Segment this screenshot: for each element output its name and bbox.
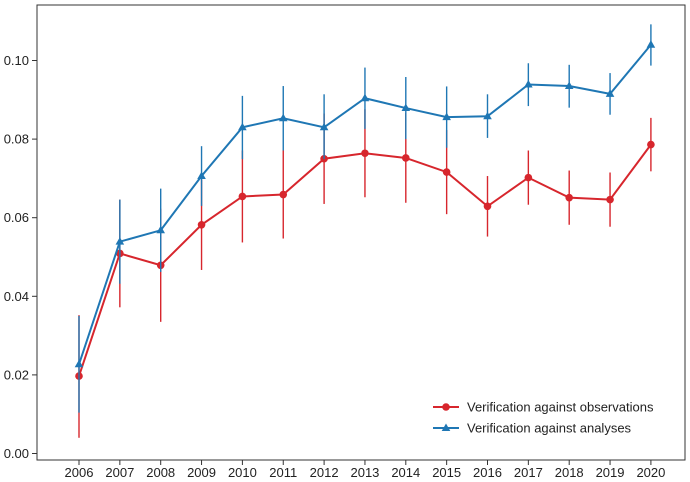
x-tick-label: 2011 <box>269 465 297 480</box>
plot-frame <box>36 4 686 461</box>
x-tick-label: 2015 <box>432 465 461 480</box>
x-tick-label: 2017 <box>514 465 543 480</box>
x-axis: 2006 2007 2008 2009 2010 2011 2012 2013 2014 2015… <box>65 460 665 480</box>
x-tick-label: 2006 <box>65 465 94 480</box>
data-point <box>197 171 206 180</box>
x-tick-label: 2016 <box>473 465 502 480</box>
data-point <box>238 192 247 201</box>
x-tick-label: 2013 <box>350 465 379 480</box>
data-point <box>442 168 451 176</box>
data-point <box>278 113 288 122</box>
data-point <box>564 81 574 90</box>
x-tick-label: 2020 <box>636 465 665 480</box>
data-point <box>279 190 288 199</box>
data-point <box>115 237 125 245</box>
x-tick-label: 2014 <box>391 465 420 480</box>
data-point <box>524 173 533 182</box>
x-tick-label: 2007 <box>105 465 134 480</box>
data-point <box>524 79 533 88</box>
data-point <box>238 122 247 131</box>
data-point <box>360 93 370 102</box>
legend-label-analyses: Verification against analyses <box>467 421 632 436</box>
data-point <box>402 154 410 162</box>
y-tick-label: 0.02 <box>4 367 29 382</box>
legend-label-observations: Verification against observations <box>467 400 654 415</box>
series-1 <box>74 24 656 413</box>
data-point <box>156 225 165 234</box>
series-0 <box>75 109 655 438</box>
data-point <box>442 112 451 121</box>
x-tick-label: 2012 <box>310 465 339 480</box>
x-tick-label: 2010 <box>228 465 257 480</box>
x-tick-label: 2009 <box>187 465 216 480</box>
x-tick-label: 2008 <box>146 465 175 480</box>
data-point <box>606 195 614 204</box>
series-layer <box>74 24 656 438</box>
legend-marker-observations <box>442 403 450 411</box>
data-point <box>646 40 656 48</box>
data-point <box>319 122 329 131</box>
y-tick-label: 0.04 <box>4 289 29 304</box>
legend: Verification against observations Verifi… <box>433 400 654 436</box>
data-point <box>483 202 492 211</box>
data-point <box>647 140 655 149</box>
data-point <box>565 193 573 202</box>
data-point <box>74 359 84 368</box>
data-point <box>197 220 206 229</box>
data-point <box>361 149 369 158</box>
y-axis: 0.00 0.02 0.04 0.06 0.08 0.10 <box>4 53 37 461</box>
y-tick-label: 0.00 <box>4 446 29 461</box>
data-point <box>401 103 411 112</box>
y-tick-label: 0.10 <box>4 53 29 68</box>
data-point <box>483 111 492 120</box>
y-tick-label: 0.06 <box>4 210 29 225</box>
data-point <box>605 89 615 97</box>
legend-marker-analyses <box>441 423 451 431</box>
x-tick-label: 2019 <box>596 465 625 480</box>
y-tick-label: 0.08 <box>4 132 29 147</box>
x-tick-label: 2018 <box>555 465 584 480</box>
